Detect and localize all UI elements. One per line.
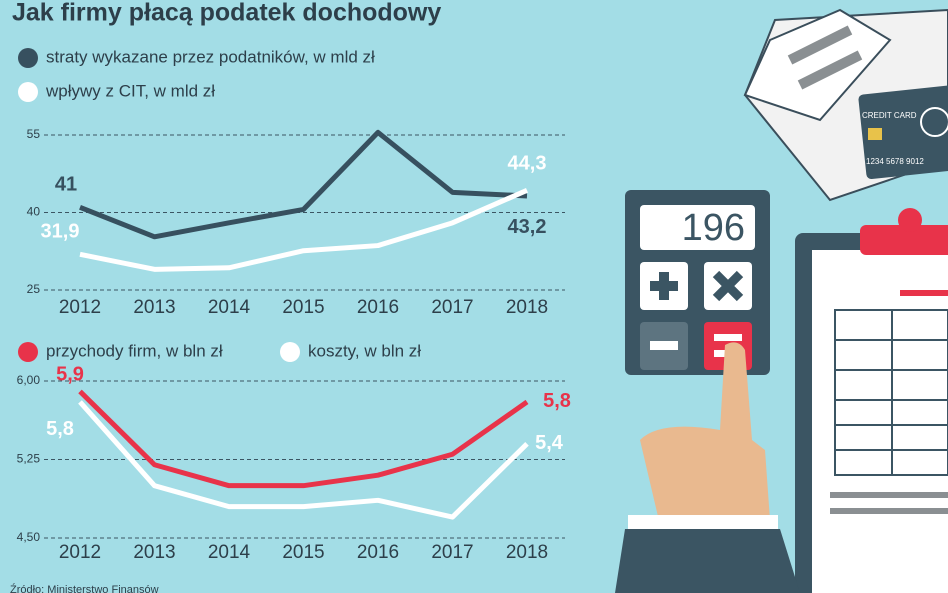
data-label: 44,3 [508,153,547,175]
x-tick-label: 2016 [357,542,399,563]
clipboard-illustration [795,208,948,593]
data-label: 5,4 [535,432,564,454]
y-tick-label: 25 [27,282,41,296]
legend-label: przychody firm, w bln zł [46,341,223,360]
data-label: 5,9 [56,364,84,386]
legend-marker [280,342,300,362]
y-tick-label: 55 [27,127,41,141]
line-series [78,389,529,489]
x-tick-label: 2018 [506,542,548,563]
data-label: 5,8 [543,390,571,412]
x-tick-label: 2012 [59,542,101,563]
data-label: 31,9 [41,221,80,243]
x-tick-label: 2016 [357,297,399,318]
x-tick-label: 2018 [506,297,548,318]
legend-label: wpływy z CIT, w mld zł [45,81,215,100]
data-label: 5,8 [46,418,74,440]
legend-marker [18,48,38,68]
card-label: CREDIT CARD [862,111,917,120]
y-tick-label: 5,25 [17,452,41,466]
x-tick-label: 2017 [431,542,473,563]
line-series [79,187,529,272]
hand-illustration [615,342,800,593]
x-tick-label: 2015 [282,297,324,318]
legend-marker [18,82,38,102]
y-tick-label: 4,50 [17,530,41,544]
legend-marker [18,342,38,362]
x-tick-label: 2013 [133,542,175,563]
x-tick-label: 2014 [208,297,251,318]
data-label: 41 [55,174,77,196]
line-series [79,129,528,240]
title: Jak firmy płacą podatek dochodowy [12,0,441,27]
data-label: 43,2 [508,216,547,238]
card-number: 1234 5678 9012 [866,157,924,166]
line-series [78,400,529,520]
calculator-illustration: 196 [625,190,770,375]
x-tick-label: 2017 [431,297,473,318]
x-tick-label: 2012 [59,297,101,318]
y-tick-label: 40 [27,205,41,219]
y-tick-label: 6,00 [17,373,41,387]
legend-label: koszty, w bln zł [308,341,421,360]
source: Źródło: Ministerstwo Finansów [10,583,159,593]
x-tick-label: 2015 [282,542,324,563]
x-tick-label: 2013 [133,297,175,318]
calculator-display: 196 [682,207,745,249]
x-tick-label: 2014 [208,542,251,563]
envelope-illustration: CREDIT CARD 1234 5678 9012 [743,8,948,202]
legend-label: straty wykazane przez podatników, w mld … [46,47,375,66]
